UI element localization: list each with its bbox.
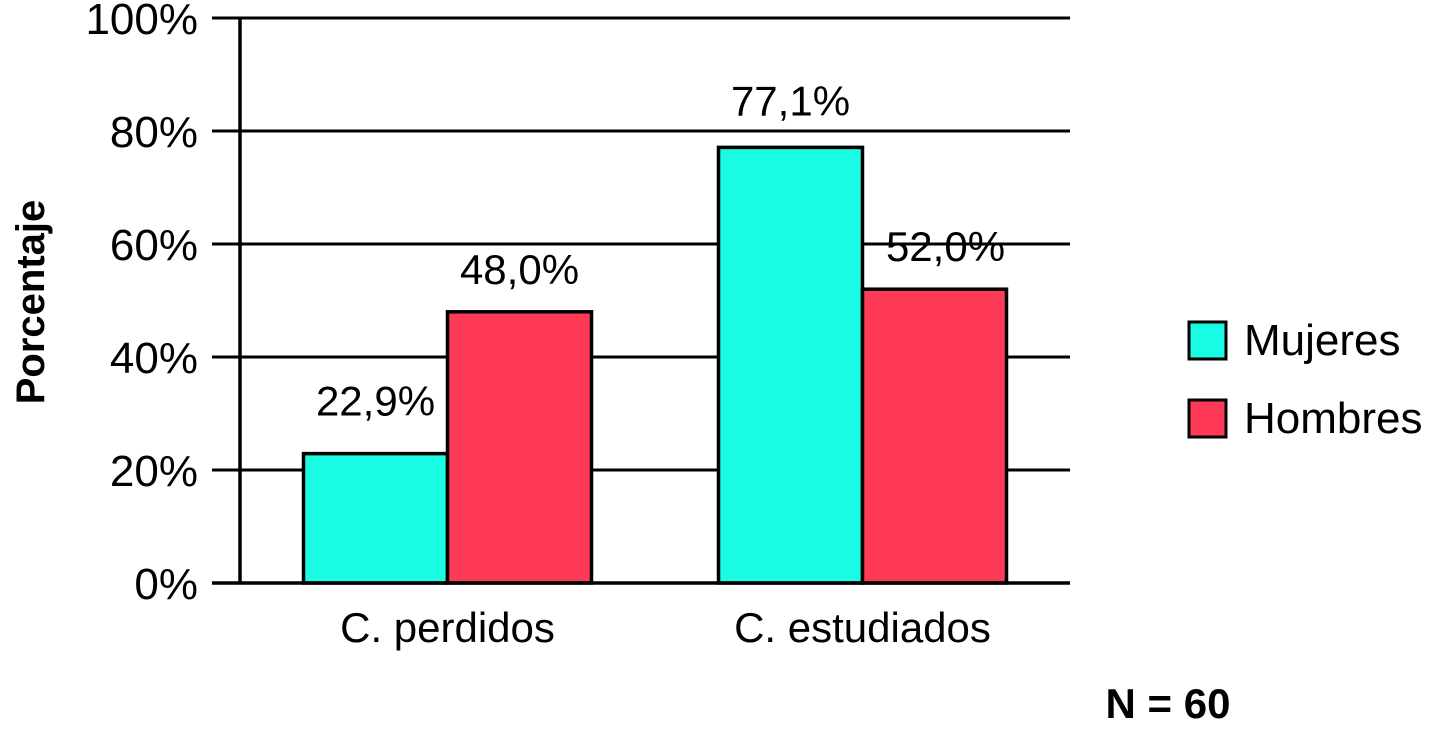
data-label: 22,9% xyxy=(316,378,435,425)
legend-swatch xyxy=(1187,398,1228,439)
y-axis-label: Porcentaje xyxy=(9,200,53,405)
axes xyxy=(212,18,1070,585)
bar xyxy=(716,145,865,585)
y-tick-label: 80% xyxy=(110,108,198,157)
y-tick-label: 0% xyxy=(134,560,198,609)
y-tick-label: 40% xyxy=(110,334,198,383)
y-tick-label: 60% xyxy=(110,221,198,270)
sample-size-note: N = 60 xyxy=(1106,680,1231,727)
y-tick-label: 20% xyxy=(110,447,198,496)
x-tick-label: C. estudiados xyxy=(734,604,991,651)
bar xyxy=(445,310,594,585)
legend-swatch xyxy=(1187,320,1228,361)
data-label: 48,0% xyxy=(460,246,579,293)
legend-label: Mujeres xyxy=(1244,316,1401,365)
y-tick-labels: 0% 20% 40% 60% 80% 100% xyxy=(85,0,198,609)
bars xyxy=(301,145,1009,585)
data-label: 77,1% xyxy=(731,77,850,124)
x-tick-label: C. perdidos xyxy=(340,604,555,651)
data-label: 52,0% xyxy=(886,223,1005,270)
data-labels: 22,9% 48,0% 77,1% 52,0% xyxy=(316,77,1005,424)
legend-label: Hombres xyxy=(1244,394,1423,443)
bar xyxy=(860,287,1009,585)
legend: Mujeres Hombres xyxy=(1187,316,1423,443)
category-labels: C. perdidos C. estudiados xyxy=(340,604,991,651)
y-tick-label: 100% xyxy=(85,0,198,44)
bar xyxy=(301,451,450,585)
